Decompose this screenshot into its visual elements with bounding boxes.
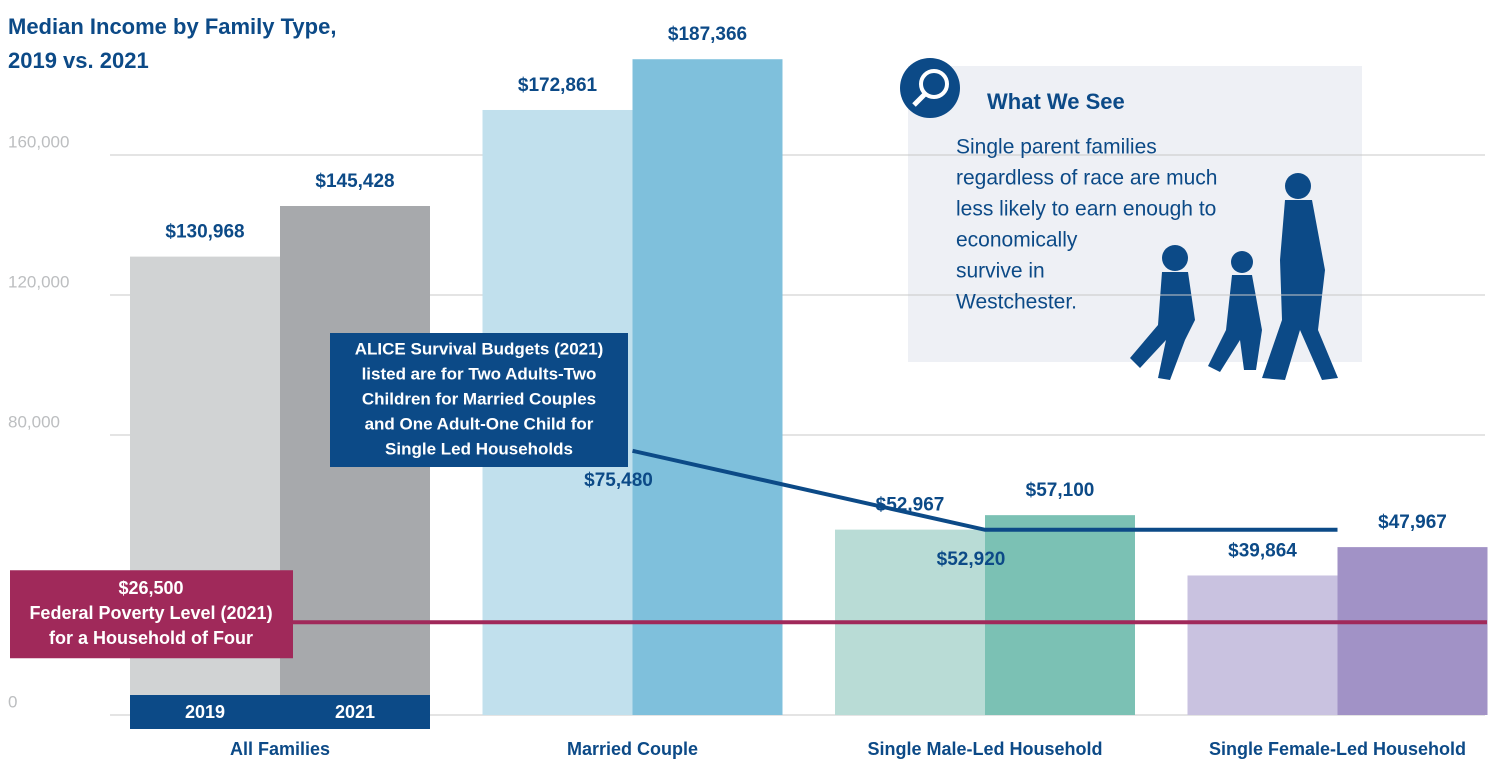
x-tick-label: Single Male-Led Household bbox=[867, 739, 1102, 759]
poverty-label: $26,500 bbox=[118, 578, 183, 598]
legend-label: 2019 bbox=[185, 702, 225, 722]
alice-value-label: $75,480 bbox=[584, 470, 653, 491]
magnifier bbox=[919, 69, 949, 99]
legend-band bbox=[130, 695, 430, 729]
value-label: $172,861 bbox=[518, 75, 598, 96]
alice-text: Children for Married Couples bbox=[362, 389, 596, 408]
value-label: $187,366 bbox=[668, 24, 747, 45]
alice-text: and One Adult-One Child for bbox=[365, 414, 594, 433]
callout-text: less likely to earn enough to bbox=[956, 198, 1216, 221]
y-tick-label: 160,000 bbox=[8, 132, 69, 151]
x-tick-label: All Families bbox=[230, 739, 330, 759]
magnifier-handle bbox=[912, 92, 927, 107]
y-tick-label: 0 bbox=[8, 692, 17, 711]
y-tick-label: 80,000 bbox=[8, 412, 60, 431]
value-label: $39,864 bbox=[1228, 540, 1297, 561]
value-label: $47,967 bbox=[1378, 512, 1447, 533]
bar bbox=[1187, 575, 1338, 715]
poverty-box bbox=[10, 570, 293, 659]
chart-title: 2019 vs. 2021 bbox=[8, 48, 149, 73]
value-label: $145,428 bbox=[315, 171, 394, 192]
bar bbox=[1337, 547, 1488, 715]
alice-line bbox=[632, 448, 1338, 532]
bar bbox=[985, 515, 1135, 715]
poverty-text: for a Household of Four bbox=[49, 628, 253, 648]
x-tick-label: Married Couple bbox=[567, 739, 698, 759]
alice-text: listed are for Two Adults-Two bbox=[362, 364, 597, 383]
x-tick-label: Single Female-Led Household bbox=[1209, 739, 1466, 759]
poverty-text: Federal Poverty Level (2021) bbox=[29, 603, 272, 623]
callout-text: economically bbox=[956, 229, 1078, 252]
callout-text: survive in bbox=[956, 260, 1045, 283]
alice-text: Single Led Households bbox=[385, 439, 573, 458]
callout-text: regardless of race are much bbox=[956, 167, 1217, 190]
alice-text: ALICE Survival Budgets (2021) bbox=[355, 339, 603, 358]
family-silhouette bbox=[1130, 173, 1338, 380]
value-label: $130,968 bbox=[165, 222, 244, 243]
callout-text: Westchester. bbox=[956, 291, 1077, 314]
alice-value-label: $52,920 bbox=[937, 549, 1006, 570]
alice-box bbox=[330, 333, 628, 467]
chart-title: Median Income by Family Type, bbox=[8, 14, 336, 39]
bar bbox=[632, 59, 783, 716]
y-tick-label: 120,000 bbox=[8, 272, 69, 291]
callout-title: What We See bbox=[987, 89, 1125, 114]
legend-label: 2021 bbox=[335, 702, 375, 722]
value-label: $57,100 bbox=[1026, 480, 1095, 501]
callout-text: Single parent families bbox=[956, 136, 1157, 159]
callout-icon bbox=[900, 58, 960, 118]
